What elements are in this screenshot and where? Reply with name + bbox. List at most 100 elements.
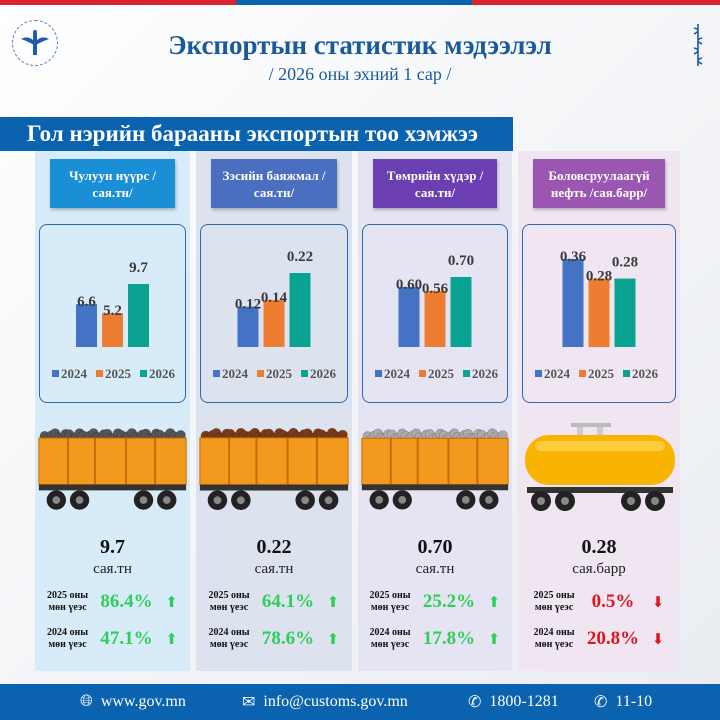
customs-logo	[12, 20, 58, 66]
legend-label: 2025	[588, 366, 615, 381]
comparison-label: 2025 оны мөн үеэс	[533, 590, 575, 613]
legend-label: 2025	[428, 366, 455, 381]
comparison-label: 2025 оны мөн үеэс	[46, 590, 89, 613]
current-value: 9.7	[100, 536, 125, 558]
bar-2024	[76, 304, 97, 347]
legend-swatch	[213, 370, 220, 377]
current-value: 0.22	[256, 536, 292, 558]
product-chart: 0.60 0.56 0.70 2024 2025 2026	[362, 224, 508, 403]
freight-wagon-icon	[196, 419, 352, 523]
footer-email[interactable]: ✉︎ info@customs.gov.mn	[242, 692, 408, 712]
legend-label: 2025	[105, 366, 132, 381]
bar-2025	[588, 278, 610, 347]
comparison-row: 2024 оны мөн үеэс 20.8% ⬇	[518, 624, 680, 654]
product-panel: Чулуун нүүрс /сая.тн/6.6 5.2 9.7 2024 2025 20…	[35, 151, 190, 671]
product-panel: Боловсруулаагүй нефть /сая.барр/0.36 0.28…	[518, 151, 680, 671]
unit: сая.барр	[572, 561, 626, 577]
product-label: Төмрийн хүдэр /сая.тн/	[373, 159, 497, 208]
legend-swatch	[257, 370, 264, 377]
freight-wagon-icon	[358, 419, 512, 523]
data-label: 0.70	[448, 253, 474, 269]
unit: сая.тн	[415, 561, 455, 577]
phone-number: 1800-1281	[489, 693, 559, 710]
data-label: 0.28	[586, 269, 612, 285]
section-title: Гол нэрийн барааны экспортын тоо хэмжээ	[0, 117, 513, 151]
data-label: 0.60	[396, 277, 422, 293]
flag-stripe-blue	[236, 0, 472, 5]
data-label: 0.22	[287, 249, 313, 265]
change-percent: 47.1%	[100, 628, 153, 649]
product-label: Зэсийн баяжмал /сая.тн/	[211, 159, 337, 208]
footer-website[interactable]: 🌐︎ www.gov.mn	[80, 693, 186, 711]
data-label: 5.2	[103, 303, 122, 319]
arrow-up-icon: ⬆	[487, 594, 501, 611]
product-label: Боловсруулаагүй нефть /сая.барр/	[533, 159, 665, 208]
comparison-label: 2024 оны мөн үеэс	[533, 627, 575, 650]
unit: сая.тн	[254, 561, 294, 577]
legend-label: 2024	[544, 366, 571, 381]
footer: 🌐︎ www.gov.mn ✉︎ info@customs.gov.mn ✆ 1800…	[0, 684, 720, 720]
data-label: 0.56	[422, 281, 449, 297]
legend-label: 2026	[472, 366, 499, 381]
phone-number: 11-10	[615, 693, 653, 710]
bar-2026	[128, 284, 149, 347]
comparison-row: 2025 оны мөн үеэс 86.4% ⬆	[35, 587, 190, 617]
legend-label: 2025	[266, 366, 293, 381]
unit: сая.тн	[93, 561, 132, 577]
change-percent: 17.8%	[422, 628, 476, 649]
product-panel: Зэсийн баяжмал /сая.тн/0.12 0.14 0.22 2024 2…	[196, 151, 352, 671]
legend-label: 2026	[149, 366, 176, 381]
comparison-label: 2025 оны мөн үеэс	[208, 590, 250, 613]
comparison-row: 2024 оны мөн үеэс 17.8% ⬆	[358, 624, 512, 654]
legend-swatch	[463, 370, 470, 377]
change-percent: 0.5%	[591, 591, 635, 612]
change-percent: 78.6%	[261, 628, 315, 649]
legend-label: 2026	[632, 366, 659, 381]
arrow-up-icon: ⬆	[326, 594, 340, 611]
comparison-label: 2024 оны мөн үеэс	[46, 627, 89, 650]
bar-2025	[102, 313, 123, 347]
bar-2026	[450, 277, 472, 347]
arrow-up-icon: ⬆	[165, 631, 178, 648]
footer-phone2[interactable]: ✆ 11-10	[594, 692, 652, 712]
email-link[interactable]: info@customs.gov.mn	[263, 693, 408, 710]
data-label: 9.7	[129, 260, 148, 276]
data-label: 6.6	[77, 294, 96, 310]
arrow-up-icon: ⬆	[487, 631, 501, 648]
page-title: Экспортын статистик мэдээлэл	[168, 30, 552, 60]
current-value: 0.70	[417, 536, 453, 558]
change-percent: 86.4%	[100, 591, 153, 612]
change-percent: 64.1%	[261, 591, 315, 612]
legend-swatch	[375, 370, 382, 377]
bar-2024	[237, 306, 259, 347]
website-link[interactable]: www.gov.mn	[100, 693, 186, 710]
legend-label: 2024	[384, 366, 411, 381]
flag-stripe-red-right	[472, 0, 720, 5]
bar-2025	[424, 291, 446, 347]
arrow-down-icon: ⬇	[651, 631, 665, 648]
footer-phone1[interactable]: ✆ 1800-1281	[468, 692, 559, 712]
data-label: 0.36	[560, 249, 587, 265]
legend-label: 2026	[310, 366, 337, 381]
product-chart: 6.6 5.2 9.7 2024 2025 2026	[39, 224, 186, 403]
legend-label: 2024	[222, 366, 249, 381]
arrow-up-icon: ⬆	[326, 631, 340, 648]
comparison-label: 2024 оны мөн үеэс	[369, 627, 411, 650]
comparison-row: 2025 оны мөн үеэс 25.2% ⬆	[358, 587, 512, 617]
legend-swatch	[52, 370, 59, 377]
data-label: 0.14	[261, 290, 288, 306]
product-label: Чулуун нүүрс /сая.тн/	[50, 159, 175, 208]
current-value: 0.28	[581, 536, 617, 558]
comparison-label: 2024 оны мөн үеэс	[208, 627, 250, 650]
comparison-row: 2024 оны мөн үеэс 78.6% ⬆	[196, 624, 352, 654]
legend-swatch	[301, 370, 308, 377]
legend-swatch	[96, 370, 103, 377]
change-percent: 25.2%	[422, 591, 476, 612]
phone-icon: ✆	[468, 694, 482, 711]
product-chart: 0.12 0.14 0.22 2024 2025 2026	[200, 224, 348, 403]
comparison-label: 2025 оны мөн үеэс	[369, 590, 411, 613]
data-label: 0.12	[235, 297, 261, 313]
legend-swatch	[535, 370, 542, 377]
product-chart: 0.36 0.28 0.28 2024 2025 2026	[522, 224, 676, 403]
globe-icon: 🌐︎	[80, 693, 93, 710]
